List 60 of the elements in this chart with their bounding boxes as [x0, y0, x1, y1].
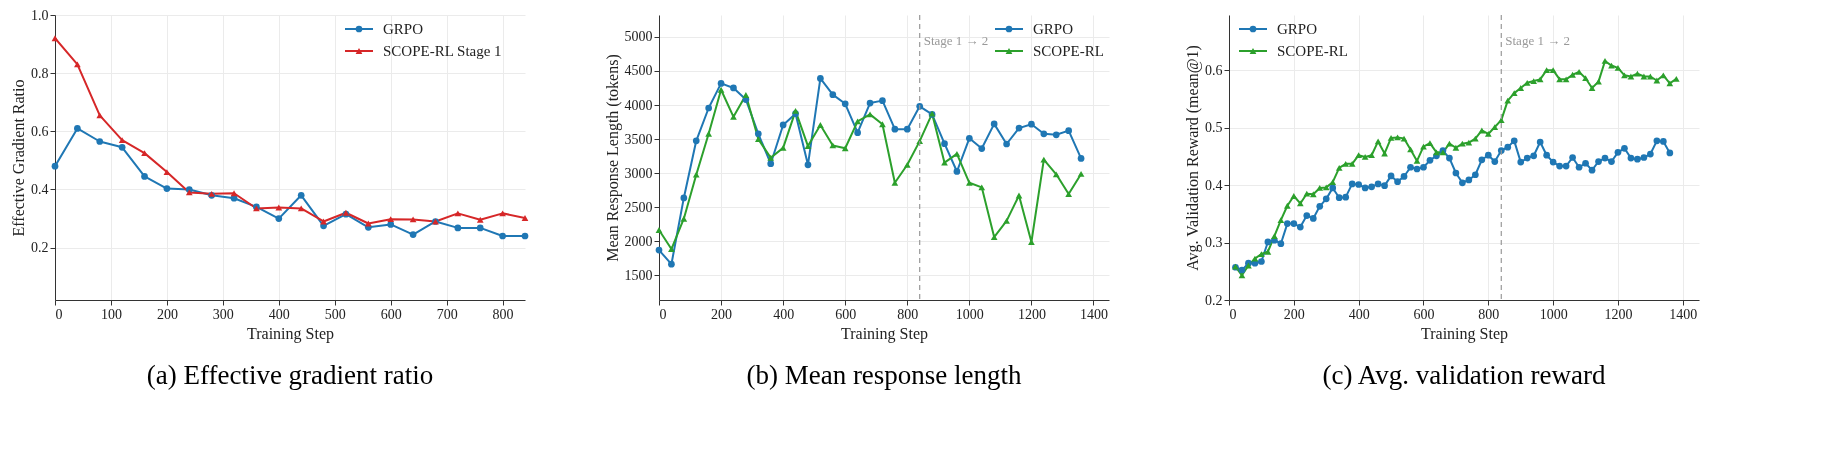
ref-line-label: Stage 1 → 2: [1505, 33, 1570, 48]
y-axis-title: Mean Response Length (tokens): [603, 54, 622, 262]
y-axis-title: Avg. Validation Reward (mean@1): [1184, 45, 1202, 271]
x-tick-label: 700: [436, 306, 458, 322]
y-tick-label: 4500: [624, 63, 653, 79]
x-tick-label: 400: [773, 306, 795, 322]
x-tick-label: 400: [1348, 306, 1370, 322]
y-tick-label: 0.4: [31, 181, 49, 197]
x-tick-label: 100: [100, 306, 122, 322]
legend-label: SCOPE-RL: [1277, 43, 1348, 59]
y-tick-label: 5000: [624, 29, 653, 45]
y-tick-label: 2000: [624, 233, 653, 249]
y-tick-label: 3500: [624, 131, 653, 147]
y-tick-label: 0.8: [31, 65, 49, 81]
y-tick-label: 3000: [624, 165, 653, 181]
x-tick-label: 200: [711, 306, 733, 322]
y-tick-label: 0.5: [1205, 120, 1223, 136]
y-tick-label: 1.0: [31, 7, 49, 23]
y-tick-label: 1500: [624, 267, 653, 283]
x-tick-label: 300: [212, 306, 234, 322]
y-tick-label: 0.2: [1205, 292, 1223, 308]
legend-label: SCOPE-RL: [1033, 43, 1104, 59]
y-tick-label: 0.4: [1205, 177, 1223, 193]
y-tick-label: 2500: [624, 199, 653, 215]
y-tick-label: 0.6: [1205, 62, 1223, 78]
x-tick-label: 800: [492, 306, 514, 322]
x-tick-label: 200: [156, 306, 178, 322]
legend-label: SCOPE-RL Stage 1: [383, 43, 502, 59]
legend-label: GRPO: [1277, 21, 1318, 37]
x-axis-title: Training Step: [247, 324, 334, 343]
x-axis-title: Training Step: [841, 324, 928, 343]
x-tick-label: 600: [1413, 306, 1435, 322]
legend-label: GRPO: [1033, 21, 1074, 37]
x-tick-label: 800: [1478, 306, 1500, 322]
x-tick-label: 600: [835, 306, 857, 322]
text: (b) Mean response length: [746, 360, 1023, 390]
y-axis-title: Effective Gradient Ratio: [10, 79, 27, 237]
y-tick-label: 0.3: [1205, 235, 1223, 251]
x-tick-label: 1200: [1017, 306, 1046, 322]
text: (c) Avg. validation reward: [1322, 360, 1606, 390]
x-tick-label: 1200: [1604, 306, 1633, 322]
ref-line-label: Stage 1 → 2: [923, 33, 989, 48]
y-tick-label: 4000: [624, 97, 653, 113]
x-tick-label: 800: [897, 306, 919, 322]
y-tick-label: 0.2: [31, 240, 49, 256]
x-tick-label: 1400: [1079, 306, 1108, 322]
text: (a) Effective gradient ratio: [146, 360, 434, 390]
x-tick-label: 600: [380, 306, 402, 322]
x-tick-label: 200: [1283, 306, 1305, 322]
x-tick-label: 0: [1229, 306, 1237, 322]
x-tick-label: 0: [55, 306, 63, 322]
legend-label: GRPO: [383, 21, 424, 37]
y-tick-label: 0.6: [31, 123, 49, 139]
x-tick-label: 1000: [1539, 306, 1568, 322]
x-tick-label: 1400: [1669, 306, 1698, 322]
x-axis-title: Training Step: [1421, 324, 1508, 343]
x-tick-label: 1000: [955, 306, 984, 322]
x-tick-label: 0: [659, 306, 667, 322]
x-tick-label: 400: [268, 306, 290, 322]
x-tick-label: 500: [324, 306, 346, 322]
